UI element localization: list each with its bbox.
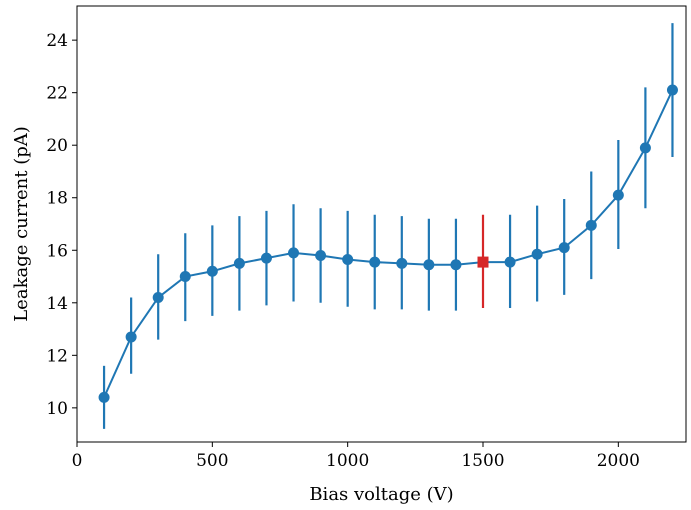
data-point (585, 219, 597, 231)
data-point (288, 247, 300, 259)
y-tick-label: 18 (46, 189, 68, 209)
data-point (558, 242, 570, 254)
x-tick-label: 1000 (326, 451, 369, 471)
data-point (260, 252, 272, 264)
data-point (504, 256, 516, 268)
x-tick-label: 1500 (461, 451, 504, 471)
y-axis-label: Leakage current (pA) (11, 126, 32, 322)
data-point (233, 257, 245, 269)
data-point (450, 259, 462, 271)
y-tick-label: 22 (46, 84, 68, 104)
y-tick-label: 12 (46, 346, 68, 366)
data-point (206, 265, 218, 277)
y-tick-label: 20 (46, 136, 68, 156)
data-point (531, 248, 543, 260)
x-tick-label: 2000 (597, 451, 640, 471)
data-point (369, 256, 381, 268)
data-point (639, 142, 651, 154)
x-axis-label: Bias voltage (V) (309, 484, 453, 505)
plot-area (98, 23, 678, 429)
data-point (342, 253, 354, 265)
highlight-point (477, 256, 489, 268)
data-point (315, 250, 327, 262)
y-tick-label: 24 (46, 31, 68, 51)
data-point (125, 331, 137, 343)
axis-ticks: 0 500 1000 1500 2000 10 12 14 16 18 20 22 24 (46, 31, 640, 471)
data-point (423, 259, 435, 271)
data-point (612, 189, 624, 201)
data-point (152, 292, 164, 304)
y-tick-label: 14 (46, 294, 68, 314)
x-tick-label: 0 (72, 451, 83, 471)
series-line (103, 89, 674, 398)
axes-frame (76, 5, 687, 443)
data-point (98, 391, 110, 403)
x-tick-label: 500 (196, 451, 228, 471)
data-point (179, 271, 191, 283)
data-point (396, 257, 408, 269)
y-tick-label: 16 (46, 241, 68, 261)
y-tick-label: 10 (46, 399, 68, 419)
data-point (666, 84, 678, 96)
